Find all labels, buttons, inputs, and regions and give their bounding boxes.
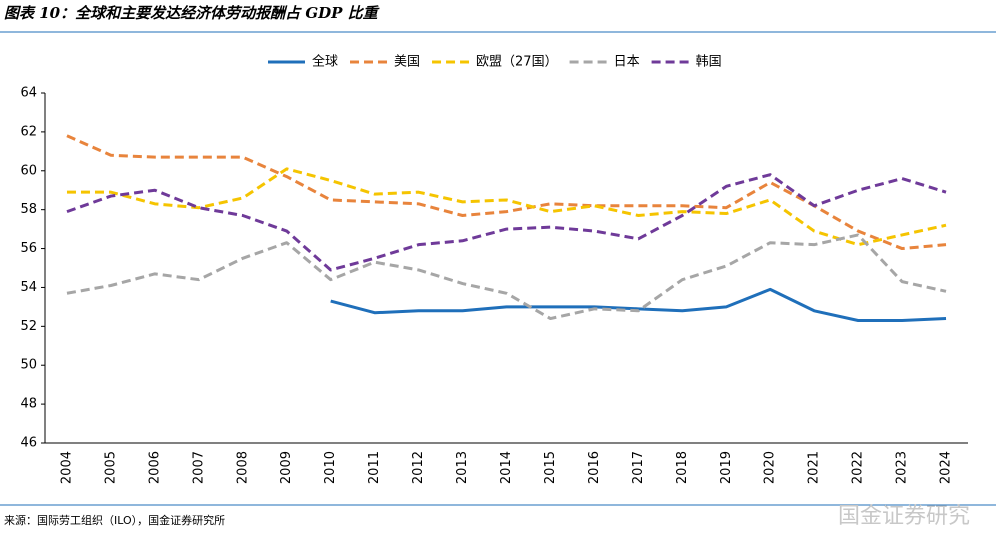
y-tick-label: 56 <box>20 241 37 256</box>
x-tick-label: 2013 <box>455 451 470 484</box>
x-tick-label: 2022 <box>851 451 866 484</box>
x-tick-label: 2011 <box>367 451 382 484</box>
x-tick-label: 2015 <box>543 451 558 484</box>
x-tick-label: 2005 <box>103 451 118 484</box>
x-tick-label: 2012 <box>411 451 426 484</box>
y-tick-label: 64 <box>20 86 37 101</box>
y-tick-label: 46 <box>20 436 37 451</box>
y-tick-label: 62 <box>20 124 37 139</box>
source: 来源：国际劳工组织（ILO），国金证券研究所 <box>4 513 225 527</box>
chart-title: 图表 10：全球和主要发达经济体劳动报酬占 GDP 比重 <box>4 4 381 22</box>
x-tick-label: 2017 <box>631 451 646 484</box>
x-tick-label: 2020 <box>763 451 778 484</box>
legend-label: 欧盟（27国） <box>476 55 558 70</box>
y-tick-label: 50 <box>20 358 37 373</box>
y-tick-label: 58 <box>20 202 37 217</box>
x-tick-label: 2010 <box>323 451 338 484</box>
watermark: 国金证券研究 <box>838 504 970 529</box>
legend-label: 韩国 <box>696 55 722 70</box>
x-tick-label: 2007 <box>191 451 206 484</box>
x-tick-label: 2009 <box>279 451 294 484</box>
x-tick-label: 2021 <box>807 451 822 484</box>
legend-label: 全球 <box>312 54 338 70</box>
y-tick-label: 54 <box>20 280 37 295</box>
x-tick-label: 2023 <box>895 451 910 484</box>
series-line <box>66 173 947 272</box>
series-line <box>330 287 947 322</box>
legend-label: 美国 <box>394 55 420 70</box>
x-tick-label: 2019 <box>719 451 734 484</box>
series-line <box>66 233 947 321</box>
x-tick-label: 2008 <box>235 451 250 484</box>
y-tick-label: 52 <box>20 319 37 334</box>
y-tick-label: 60 <box>20 163 37 178</box>
legend-label: 日本 <box>614 55 640 70</box>
x-tick-label: 2006 <box>147 451 162 484</box>
x-tick-label: 2024 <box>939 451 954 484</box>
series-line <box>66 134 947 251</box>
y-tick-label: 48 <box>20 397 37 412</box>
series-line <box>66 167 947 247</box>
x-tick-label: 2014 <box>499 451 514 484</box>
x-tick-label: 2004 <box>59 451 74 484</box>
x-tick-label: 2018 <box>675 451 690 484</box>
x-tick-label: 2016 <box>587 451 602 484</box>
